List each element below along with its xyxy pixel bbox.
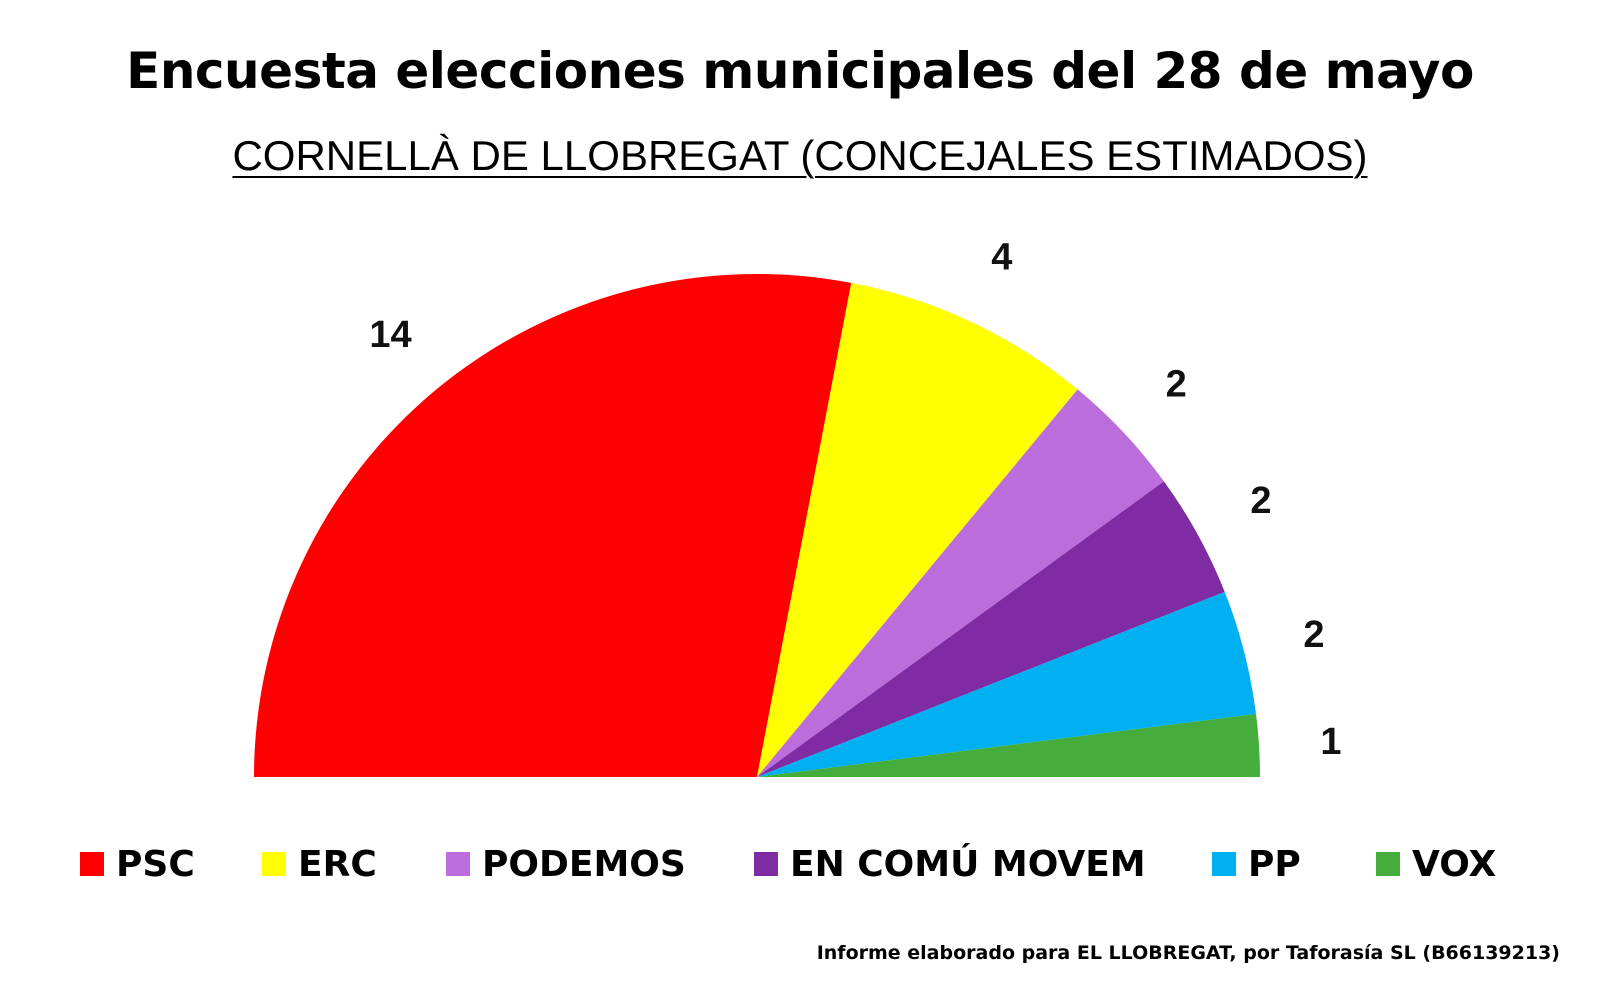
- legend-item-podemos: PODEMOS: [446, 842, 686, 886]
- legend-item-en-comu-movem: EN COMÚ MOVEM: [754, 842, 1146, 886]
- chart-title: Encuesta elecciones municipales del 28 d…: [126, 42, 1474, 100]
- chart-slices: [254, 274, 1260, 777]
- legend-item-pp: PP: [1212, 842, 1301, 886]
- chart-data-labels: 14 4 2 2 2 1: [369, 237, 1341, 763]
- legend-label-podemos: PODEMOS: [482, 843, 686, 885]
- legend-swatch-psc: [80, 852, 104, 876]
- legend-label-psc: PSC: [116, 843, 195, 885]
- legend-swatch-en-comu-movem: [754, 852, 778, 876]
- slice-en-comu-movem: [757, 481, 1225, 777]
- legend-label-vox: VOX: [1412, 843, 1497, 885]
- legend-item-psc: PSC: [80, 842, 195, 886]
- data-label-podemos: 2: [1166, 363, 1187, 405]
- slice-psc: [254, 274, 852, 777]
- legend-label-en-comu-movem: EN COMÚ MOVEM: [790, 843, 1146, 885]
- slice-erc: [757, 282, 1078, 777]
- chart-subtitle: CORNELLÀ DE LLOBREGAT (CONCEJALES ESTIMA…: [0, 132, 1600, 180]
- data-label-pp: 2: [1303, 614, 1324, 656]
- data-label-erc: 4: [991, 237, 1012, 279]
- source-note: Informe elaborado para EL LLOBREGAT, por…: [816, 942, 1560, 964]
- legend-swatch-pp: [1212, 852, 1236, 876]
- slice-podemos: [757, 389, 1164, 777]
- slice-vox: [757, 713, 1260, 777]
- data-label-psc: 14: [369, 314, 411, 356]
- data-label-en-comu-movem: 2: [1250, 480, 1271, 522]
- slice-pp: [757, 591, 1257, 777]
- legend-swatch-podemos: [446, 852, 470, 876]
- legend-label-erc: ERC: [298, 843, 377, 885]
- chart-legend: PSC ERC PODEMOS EN COMÚ MOVEM PP VOX: [80, 842, 1560, 886]
- data-label-vox: 1: [1320, 721, 1341, 763]
- legend-item-vox: VOX: [1376, 842, 1496, 886]
- legend-swatch-erc: [262, 852, 286, 876]
- legend-item-erc: ERC: [262, 842, 377, 886]
- legend-swatch-vox: [1376, 852, 1400, 876]
- chart-subtitle-text: CORNELLÀ DE LLOBREGAT (CONCEJALES ESTIMA…: [232, 132, 1368, 179]
- legend-label-pp: PP: [1248, 843, 1301, 885]
